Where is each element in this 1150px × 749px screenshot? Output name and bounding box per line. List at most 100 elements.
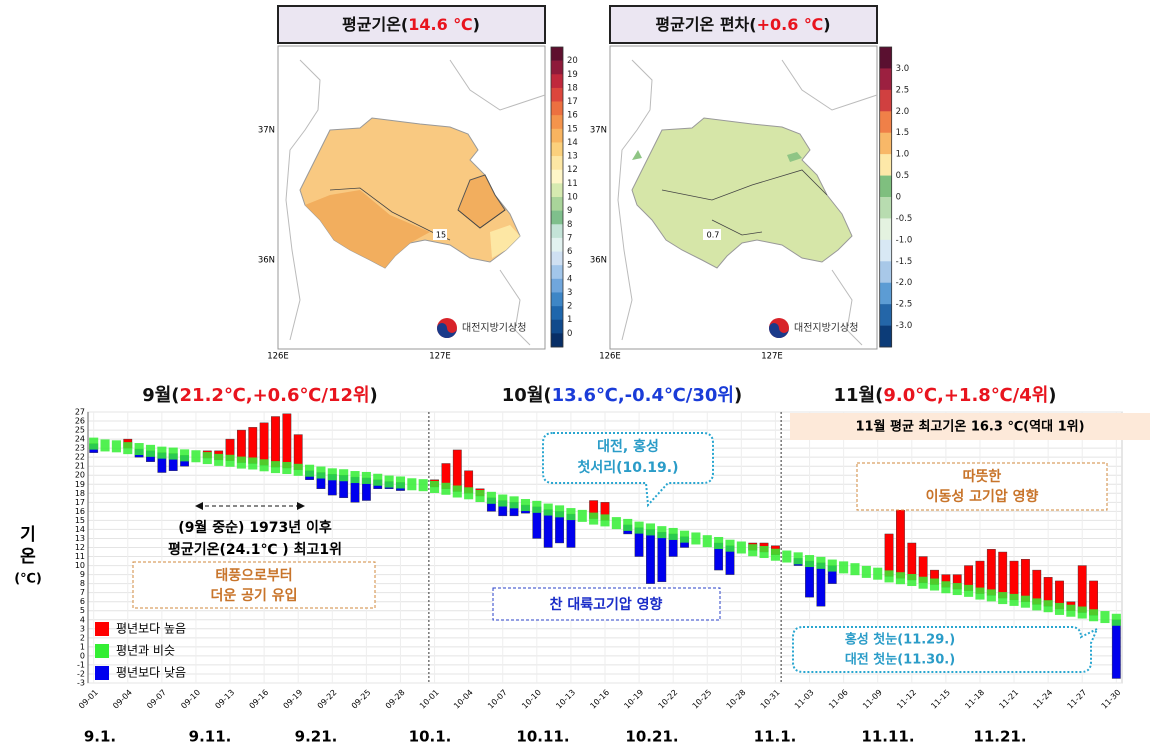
normal-band — [464, 487, 474, 500]
normal-band — [1009, 593, 1019, 606]
annotation: 이동성 고기압 영향 — [926, 488, 1039, 505]
colorbar-segment — [879, 111, 892, 134]
colorbar-label: -2.0 — [896, 278, 913, 288]
map-title-part: 평균기온 편차( — [655, 15, 756, 34]
colorbar-segment — [879, 132, 892, 155]
normal-band — [418, 479, 428, 492]
logo-blue — [437, 323, 457, 338]
x-tick-label: 11-03 — [793, 688, 816, 711]
coastline — [499, 269, 531, 346]
normal-band — [850, 563, 860, 576]
annotation: 홍성 첫눈(11.29.) — [845, 632, 955, 648]
date-label: 9.21. — [295, 728, 338, 746]
colorbar-segment — [551, 265, 563, 280]
colorbar-label: -2.5 — [896, 300, 913, 310]
annotation: 더운 공기 유입 — [210, 588, 297, 604]
normal-band — [634, 521, 644, 534]
date-label: 11.1. — [754, 728, 797, 746]
annotation: 평균기온(24.1℃ ) 최고1위 — [168, 541, 342, 558]
colorbar-segment — [879, 154, 892, 176]
colorbar-segment — [551, 115, 563, 130]
colorbar-segment — [551, 60, 563, 75]
normal-band — [964, 584, 974, 597]
colorbar-segment — [879, 218, 892, 241]
y-tick-label: 7 — [80, 588, 85, 597]
colorbar-label: 3.0 — [896, 64, 910, 74]
annotation: 11월 평균 최고기온 16.3 ℃(역대 1위) — [855, 419, 1084, 435]
colorbar-segment — [551, 87, 563, 102]
y-tick-label: 16 — [75, 507, 85, 516]
x-tick-label: 11-30 — [1100, 688, 1123, 711]
colorbar-label: 19 — [567, 70, 578, 80]
normal-band — [770, 548, 780, 561]
region-warm — [632, 150, 642, 160]
legend-swatch — [95, 666, 109, 680]
y-axis-label: 기 — [20, 525, 36, 545]
date-label: 9.11. — [189, 728, 232, 746]
date-label: 11.11. — [861, 728, 914, 746]
normal-band — [475, 490, 485, 503]
colorbar-label: 8 — [567, 220, 572, 230]
colorbar-segment — [879, 197, 892, 219]
x-tick-label: 10-31 — [759, 688, 782, 711]
annotation: 따뜻한 — [963, 469, 1002, 485]
normal-band — [668, 527, 678, 540]
lon-label: 126E — [599, 352, 621, 362]
bar — [1077, 565, 1087, 613]
colorbar-label: 15 — [567, 124, 578, 134]
normal-band — [589, 512, 599, 525]
colorbar-segment — [879, 261, 892, 284]
y-tick-label: 27 — [75, 408, 85, 417]
date-label: 10.21. — [625, 728, 678, 746]
normal-band — [236, 456, 246, 469]
colorbar-label: 0 — [896, 193, 901, 203]
x-tick-label: 10-07 — [486, 688, 509, 711]
x-tick-label: 09-19 — [282, 688, 305, 711]
colorbar-segment — [879, 89, 892, 112]
logo-text: 대전지방기상청 — [462, 322, 526, 334]
month-header-part: 9월( — [142, 385, 179, 406]
colorbar-segment — [879, 68, 892, 91]
date-label: 10.1. — [409, 728, 452, 746]
x-tick-label: 09-28 — [384, 688, 407, 711]
legend-swatch — [95, 622, 109, 636]
map-title-part: ) — [823, 15, 830, 34]
colorbar-label: 6 — [567, 247, 572, 257]
month-header-part: 21.2℃,+0.6℃/12위 — [180, 385, 370, 406]
region-warm — [305, 190, 430, 268]
colorbar-segment — [551, 278, 563, 293]
normal-band — [555, 505, 565, 518]
normal-band — [998, 592, 1008, 605]
bar — [986, 549, 996, 596]
bar — [816, 562, 826, 607]
y-tick-label: 20 — [75, 471, 85, 480]
normal-band — [645, 523, 655, 536]
normal-band — [89, 437, 99, 450]
y-tick-label: 24 — [75, 435, 85, 444]
annotation: 찬 대륙고기압 영향 — [550, 596, 663, 613]
lat-label: 36N — [258, 256, 275, 266]
contour-label-box — [703, 229, 721, 240]
y-tick-label: 2 — [80, 633, 85, 642]
normal-band — [111, 440, 121, 453]
normal-band — [327, 468, 337, 481]
colorbar-segment — [879, 47, 892, 69]
month-header-part: ) — [370, 385, 378, 406]
colorbar-segment — [551, 156, 563, 171]
month-header-part: 13.6℃,-0.4℃/30위 — [552, 385, 734, 406]
x-tick-label: 11-15 — [929, 688, 952, 711]
normal-band — [839, 561, 849, 574]
normal-band — [1089, 609, 1099, 622]
annotation: 대전, 홍성 — [597, 438, 659, 455]
normal-band — [827, 559, 837, 572]
x-tick-label: 10-22 — [657, 688, 680, 711]
normal-band — [180, 449, 190, 462]
normal-band — [577, 509, 587, 522]
logo-text: 대전지방기상청 — [794, 322, 858, 334]
map-title-box — [609, 5, 878, 44]
normal-band — [929, 578, 940, 591]
normal-band — [918, 576, 928, 589]
y-tick-label: 23 — [75, 444, 85, 453]
contour — [661, 169, 828, 236]
month-header-part: 10월( — [502, 385, 552, 406]
